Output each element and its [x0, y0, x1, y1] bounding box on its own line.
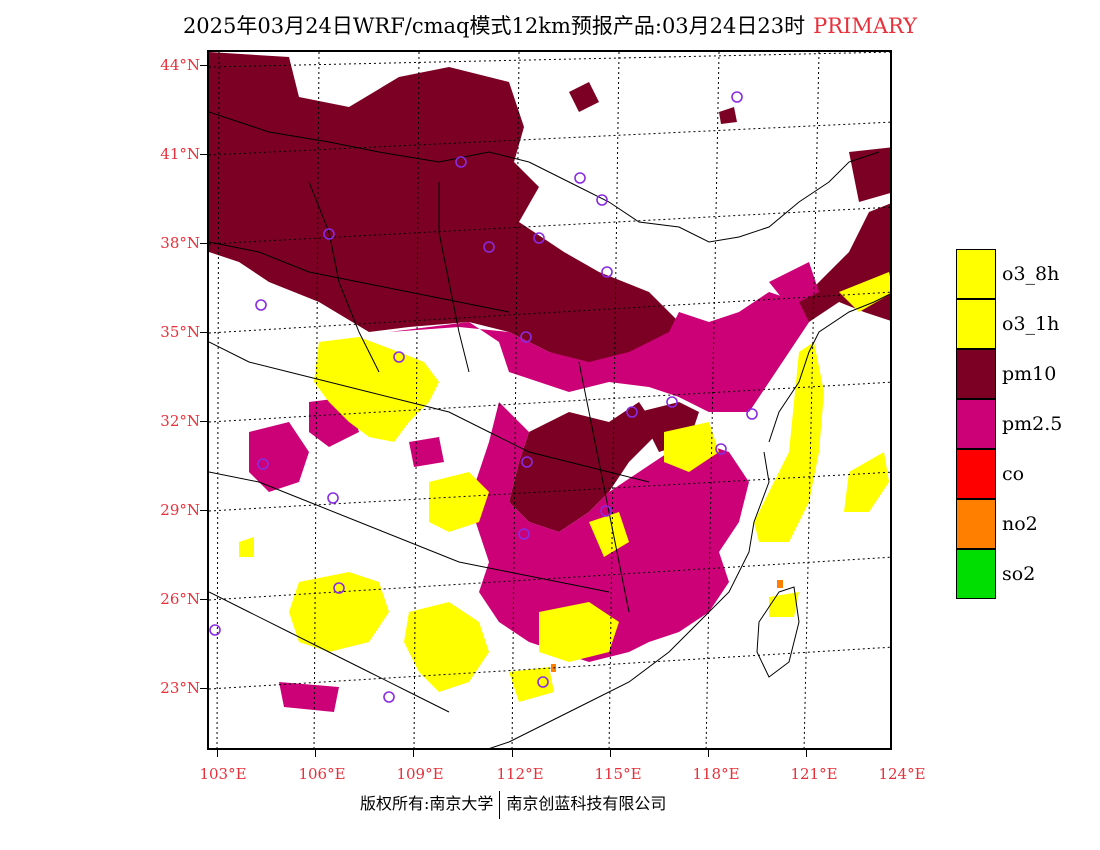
lon-label-103e: 103°E — [199, 765, 247, 783]
lat-label-26n: 26°N — [160, 590, 200, 608]
lon-tick — [315, 750, 316, 757]
legend-item-co: co — [956, 449, 1100, 499]
legend-swatch — [956, 549, 996, 599]
lon-label-106e: 106°E — [298, 765, 346, 783]
copyright-footer: 版权所有:南京大学 南京创蓝科技有限公司 — [360, 790, 666, 819]
legend-label: so2 — [1002, 563, 1036, 585]
lat-tick — [200, 599, 207, 600]
legend-item-pm25: pm2.5 — [956, 399, 1100, 449]
lon-tick — [413, 750, 414, 757]
copyright-left: 版权所有:南京大学 — [360, 794, 494, 813]
legend-swatch — [956, 249, 996, 299]
footer-divider — [499, 790, 501, 819]
legend-item-no2: no2 — [956, 499, 1100, 549]
lon-label-121e: 121°E — [790, 765, 838, 783]
legend-label: pm10 — [1002, 363, 1057, 385]
legend-swatch — [956, 299, 996, 349]
lat-label-44n: 44°N — [160, 56, 200, 74]
legend-label: co — [1002, 463, 1025, 485]
graticule — [209, 52, 890, 748]
legend-swatch — [956, 449, 996, 499]
lon-label-112e: 112°E — [496, 765, 544, 783]
lon-tick — [708, 750, 709, 757]
copyright-right: 南京创蓝科技有限公司 — [506, 794, 667, 813]
lat-tick — [200, 421, 207, 422]
pollutant-map — [209, 52, 890, 748]
map-panel[interactable] — [207, 50, 892, 750]
lat-tick — [200, 510, 207, 511]
legend-swatch — [956, 499, 996, 549]
legend-label: o3_1h — [1002, 313, 1060, 335]
lat-label-32n: 32°N — [160, 412, 200, 430]
legend-label: o3_8h — [1002, 263, 1060, 285]
o3-region — [239, 272, 890, 702]
lat-tick — [200, 688, 207, 689]
legend-label: no2 — [1002, 513, 1038, 535]
pollutant-legend: o3_8h o3_1h pm10 pm2.5 co no2 so2 — [956, 249, 1100, 599]
legend-item-o3-1h: o3_1h — [956, 299, 1100, 349]
primary-label: PRIMARY — [813, 14, 918, 38]
lon-tick — [217, 750, 218, 757]
legend-item-pm10: pm10 — [956, 349, 1100, 399]
station-markers — [209, 91, 758, 703]
lon-tick — [610, 750, 611, 757]
map-title: 2025年03月24日WRF/cmaq模式12km预报产品:03月24日23时 P… — [0, 10, 1100, 40]
legend-swatch — [956, 349, 996, 399]
lat-label-35n: 35°N — [160, 323, 200, 341]
lon-tick — [512, 750, 513, 757]
lon-label-124e: 124°E — [878, 765, 926, 783]
legend-swatch — [956, 399, 996, 449]
lat-tick — [200, 243, 207, 244]
lat-label-29n: 29°N — [160, 501, 200, 519]
legend-label: pm2.5 — [1002, 413, 1063, 435]
title-text: 2025年03月24日WRF/cmaq模式12km预报产品:03月24日23时 — [182, 14, 806, 38]
lon-label-109e: 109°E — [396, 765, 444, 783]
lat-label-41n: 41°N — [160, 145, 200, 163]
lat-tick — [200, 154, 207, 155]
lat-label-38n: 38°N — [160, 234, 200, 252]
lat-tick — [200, 65, 207, 66]
lon-tick — [806, 750, 807, 757]
lon-label-115e: 115°E — [594, 765, 642, 783]
legend-item-so2: so2 — [956, 549, 1100, 599]
boundary-lines — [209, 111, 890, 748]
lon-label-118e: 118°E — [692, 765, 740, 783]
pm10-region — [209, 52, 890, 532]
lat-tick — [200, 332, 207, 333]
lat-label-23n: 23°N — [160, 679, 200, 697]
legend-item-o3-8h: o3_8h — [956, 249, 1100, 299]
